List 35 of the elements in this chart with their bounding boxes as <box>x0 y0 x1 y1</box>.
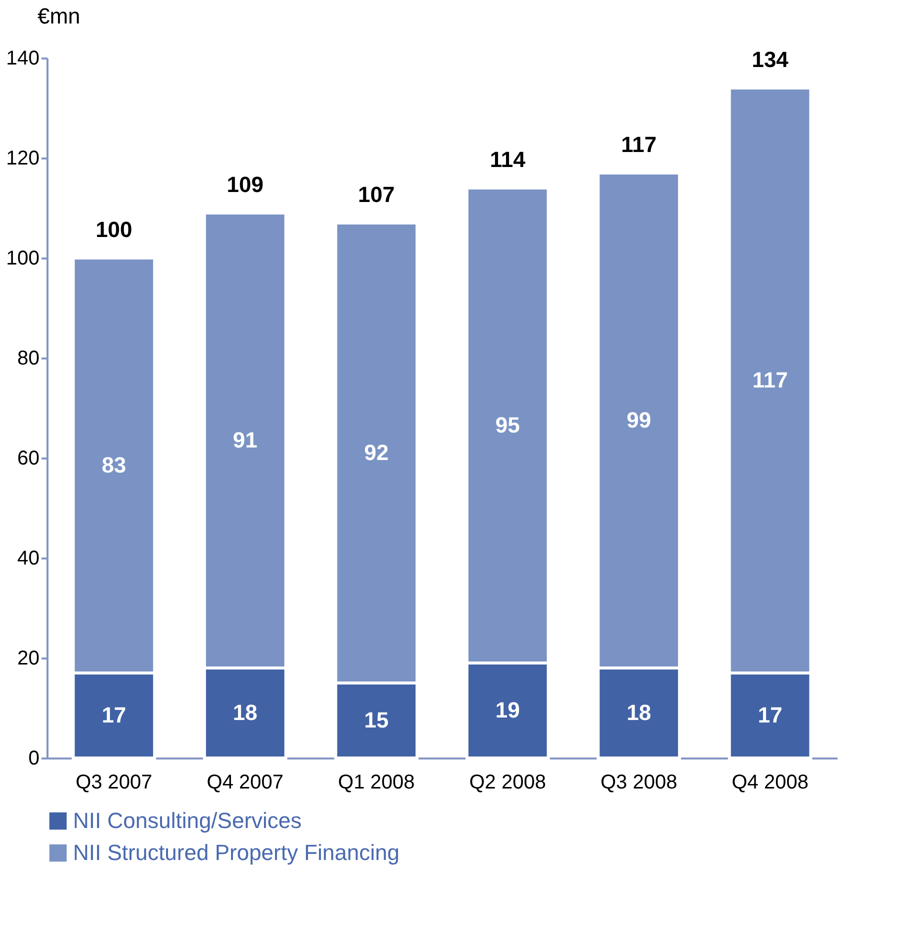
y-tick-label: 140 <box>6 48 40 70</box>
data-label: 83 <box>102 452 126 478</box>
total-label: 117 <box>621 132 657 157</box>
legend-label: NII Consulting/Services <box>73 808 302 833</box>
y-tick-label: 20 <box>17 648 40 670</box>
data-label: 95 <box>495 412 520 438</box>
y-tick-label: 0 <box>28 748 40 770</box>
y-tick-label: 80 <box>17 348 40 370</box>
y-axis-title: €mn <box>38 4 80 28</box>
x-tick-label: Q1 2008 <box>338 772 415 794</box>
data-label: 91 <box>232 428 258 452</box>
y-tick-label: 60 <box>17 448 40 470</box>
total-label: 114 <box>490 147 526 172</box>
x-tick-label: Q4 2008 <box>732 772 808 794</box>
total-label: 107 <box>358 182 395 207</box>
y-tick-label: 40 <box>17 548 40 570</box>
total-label: 100 <box>96 217 132 242</box>
y-tick-label: 120 <box>6 148 40 170</box>
data-label: 18 <box>626 700 652 725</box>
data-label: 17 <box>758 702 782 728</box>
y-tick-label: 100 <box>6 248 40 270</box>
x-tick-label: Q3 2007 <box>76 772 152 794</box>
data-label: 99 <box>626 408 652 432</box>
total-label: 109 <box>226 172 264 197</box>
legend-label: NII Structured Property Financing <box>73 840 400 865</box>
data-label: 117 <box>752 368 788 392</box>
data-label: 17 <box>102 702 126 728</box>
x-tick-label: Q2 2008 <box>469 772 546 794</box>
x-tick-label: Q4 2007 <box>206 772 284 794</box>
total-label: 134 <box>752 47 790 72</box>
data-label: 92 <box>364 440 389 465</box>
data-label: 15 <box>364 708 389 732</box>
data-label: 19 <box>495 698 520 722</box>
x-tick-label: Q3 2008 <box>600 772 678 794</box>
data-label: 18 <box>232 700 258 725</box>
